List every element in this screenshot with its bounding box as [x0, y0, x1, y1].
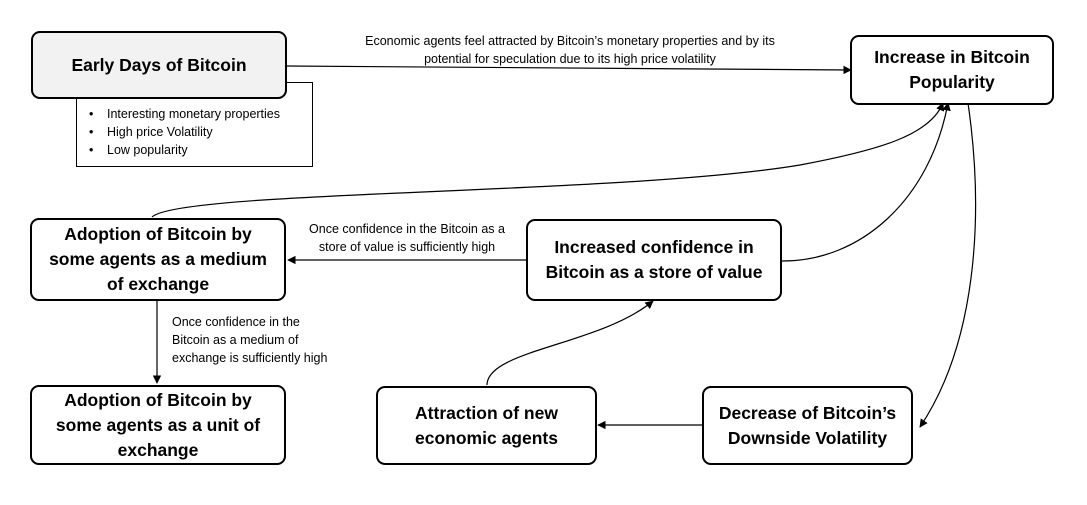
edge-label-medium-to-unit: Once confidence in the Bitcoin as a medi… — [172, 315, 328, 365]
note-item: Low popularity — [87, 141, 304, 159]
edge-label-store-to-medium: Once confidence in the Bitcoin as a stor… — [309, 222, 505, 254]
node-confidence-store-of-value: Increased confidence in Bitcoin as a sto… — [526, 219, 782, 301]
node-attraction-new-agents: Attraction of new economic agents — [376, 386, 597, 465]
node-early-days: Early Days of Bitcoin — [31, 31, 287, 99]
arrow-medium-to-popularity — [151, 102, 945, 218]
arrow-early-to-popularity — [285, 65, 852, 75]
node-increase-popularity: Increase in Bitcoin Popularity — [850, 35, 1054, 105]
note-item: Interesting monetary properties — [87, 105, 304, 123]
note-item: High price Volatility — [87, 123, 304, 141]
arrow-popularity-to-downside — [919, 102, 977, 428]
node-adoption-medium-of-exchange: Adoption of Bitcoin by some agents as a … — [30, 218, 286, 301]
edge-label-early-to-popularity: Economic agents feel attracted by Bitcoi… — [365, 34, 775, 66]
arrow-new-agents-to-store — [486, 300, 654, 386]
node-decrease-downside-volatility: Decrease of Bitcoin’s Downside Volatilit… — [702, 386, 913, 465]
arrow-store-to-popularity — [780, 102, 951, 262]
node-adoption-unit-of-exchange: Adoption of Bitcoin by some agents as a … — [30, 385, 286, 465]
